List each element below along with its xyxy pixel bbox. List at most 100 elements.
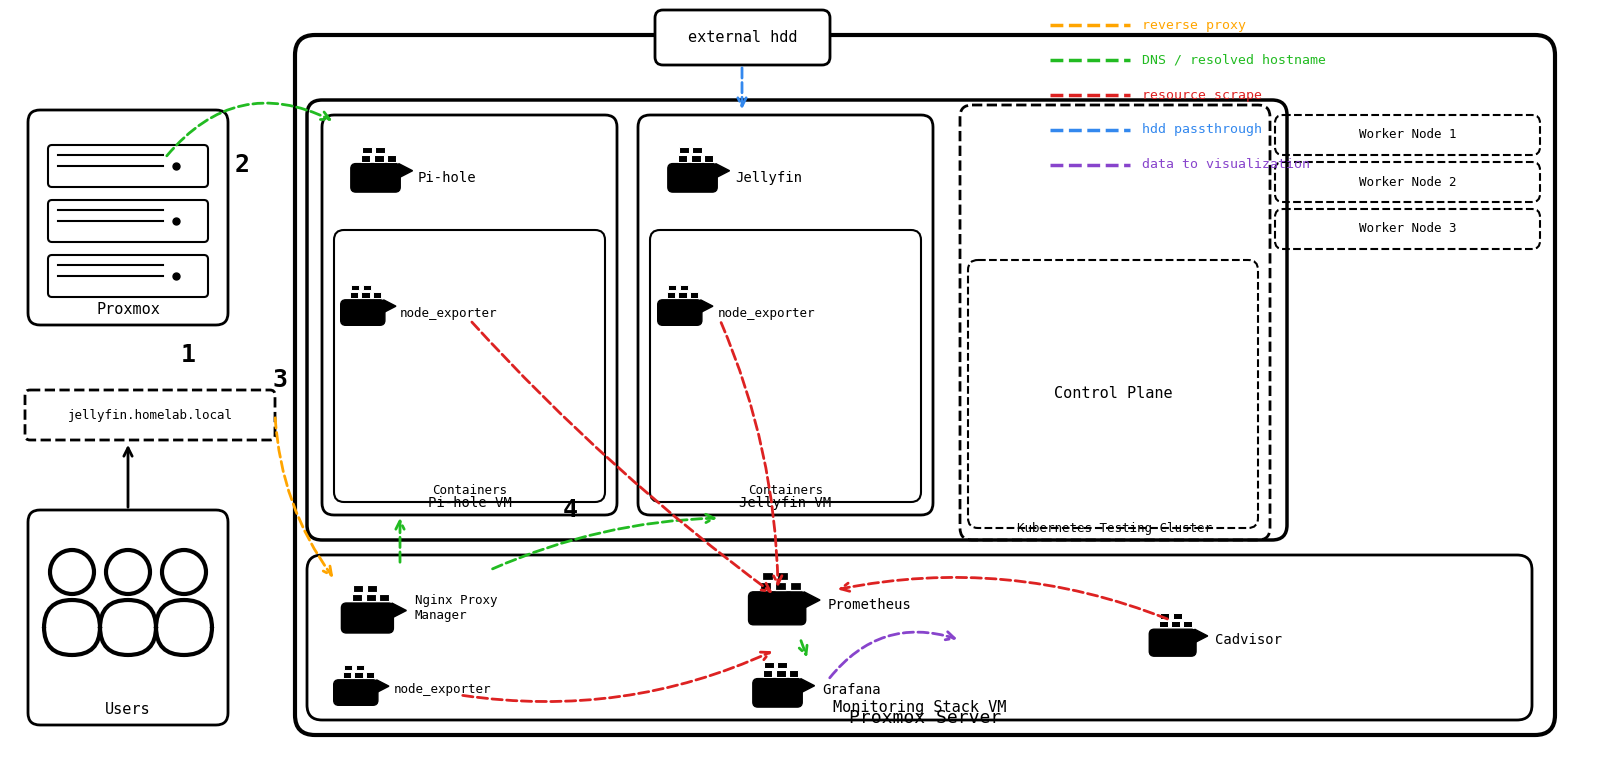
Text: Cadvisor: Cadvisor <box>1215 633 1282 647</box>
Bar <box>374 155 384 161</box>
Text: Monitoring Stack VM: Monitoring Stack VM <box>833 700 1006 715</box>
FancyBboxPatch shape <box>638 115 932 515</box>
Bar <box>1170 621 1180 627</box>
Bar <box>350 292 358 298</box>
Bar <box>776 582 787 590</box>
Text: Control Plane: Control Plane <box>1054 387 1172 402</box>
Bar <box>763 670 772 677</box>
Bar <box>790 582 801 590</box>
Text: reverse proxy: reverse proxy <box>1142 18 1246 31</box>
FancyBboxPatch shape <box>29 110 229 325</box>
Bar <box>363 285 371 291</box>
Text: node_exporter: node_exporter <box>718 307 815 320</box>
Text: Worker Node 1: Worker Node 1 <box>1359 129 1457 142</box>
Bar <box>366 594 376 601</box>
Bar <box>678 292 688 298</box>
Polygon shape <box>398 164 413 178</box>
FancyBboxPatch shape <box>657 300 702 325</box>
Bar <box>689 292 699 298</box>
Text: 2: 2 <box>235 153 249 177</box>
FancyBboxPatch shape <box>753 679 803 707</box>
Bar <box>761 572 772 580</box>
Bar <box>350 285 360 291</box>
Bar <box>355 672 363 678</box>
Bar <box>691 155 700 161</box>
Bar <box>704 155 713 161</box>
FancyBboxPatch shape <box>651 230 921 502</box>
Bar <box>668 285 676 291</box>
Bar <box>1172 613 1182 619</box>
Text: node_exporter: node_exporter <box>393 683 491 696</box>
FancyBboxPatch shape <box>334 230 604 502</box>
Bar <box>387 155 397 161</box>
Text: Prometheus: Prometheus <box>828 598 911 612</box>
FancyBboxPatch shape <box>656 10 830 65</box>
Bar <box>788 670 798 677</box>
Bar <box>344 664 352 670</box>
Bar <box>1159 621 1167 627</box>
Text: Containers: Containers <box>432 484 507 497</box>
Text: Jellyfin VM: Jellyfin VM <box>739 496 831 510</box>
Bar <box>1159 613 1169 619</box>
Bar <box>764 661 774 668</box>
FancyBboxPatch shape <box>748 592 806 625</box>
FancyBboxPatch shape <box>48 200 208 242</box>
Text: 1: 1 <box>181 343 195 367</box>
FancyBboxPatch shape <box>48 255 208 297</box>
Polygon shape <box>384 300 397 313</box>
FancyBboxPatch shape <box>29 510 229 725</box>
Bar <box>379 594 390 601</box>
Bar <box>776 670 785 677</box>
Bar <box>373 292 382 298</box>
Bar <box>376 147 385 153</box>
FancyBboxPatch shape <box>48 145 208 187</box>
FancyBboxPatch shape <box>307 555 1532 720</box>
Text: jellyfin.homelab.local: jellyfin.homelab.local <box>67 409 232 422</box>
Text: Worker Node 2: Worker Node 2 <box>1359 176 1457 189</box>
Bar <box>667 292 675 298</box>
Polygon shape <box>804 592 820 608</box>
Bar <box>366 672 374 678</box>
Polygon shape <box>376 680 389 693</box>
FancyBboxPatch shape <box>334 680 377 705</box>
Text: data to visualization: data to visualization <box>1142 158 1310 171</box>
Bar <box>680 147 689 153</box>
Text: Nginx Proxy
Manager: Nginx Proxy Manager <box>416 594 497 622</box>
Text: Pi-hole: Pi-hole <box>417 171 477 185</box>
Bar <box>680 285 688 291</box>
Text: node_exporter: node_exporter <box>400 307 497 320</box>
Text: external hdd: external hdd <box>688 30 798 45</box>
Text: Worker Node 3: Worker Node 3 <box>1359 222 1457 235</box>
Bar <box>355 664 365 670</box>
Polygon shape <box>716 164 729 178</box>
Polygon shape <box>801 679 814 693</box>
Text: 4: 4 <box>563 498 577 522</box>
FancyBboxPatch shape <box>342 603 393 633</box>
Bar <box>1183 621 1193 627</box>
FancyBboxPatch shape <box>350 164 400 192</box>
Bar <box>353 585 363 592</box>
Bar <box>777 572 788 580</box>
Text: Proxmox Server: Proxmox Server <box>849 709 1001 727</box>
Bar <box>352 594 361 601</box>
Text: Proxmox: Proxmox <box>96 302 160 317</box>
Polygon shape <box>392 603 406 618</box>
Bar <box>361 147 371 153</box>
Bar <box>361 155 371 161</box>
Text: Containers: Containers <box>748 484 823 497</box>
FancyBboxPatch shape <box>307 100 1287 540</box>
Text: Users: Users <box>106 702 150 717</box>
Text: Grafana: Grafana <box>822 683 881 697</box>
Text: Jellyfin: Jellyfin <box>736 171 803 185</box>
Polygon shape <box>700 300 713 313</box>
FancyBboxPatch shape <box>668 164 718 192</box>
Bar <box>777 661 787 668</box>
Polygon shape <box>1194 629 1207 643</box>
Bar <box>760 582 771 590</box>
FancyBboxPatch shape <box>321 115 617 515</box>
Bar <box>368 585 377 592</box>
Text: 3: 3 <box>272 368 288 392</box>
Text: resource scrape: resource scrape <box>1142 88 1262 101</box>
Bar <box>678 155 688 161</box>
Bar <box>361 292 369 298</box>
